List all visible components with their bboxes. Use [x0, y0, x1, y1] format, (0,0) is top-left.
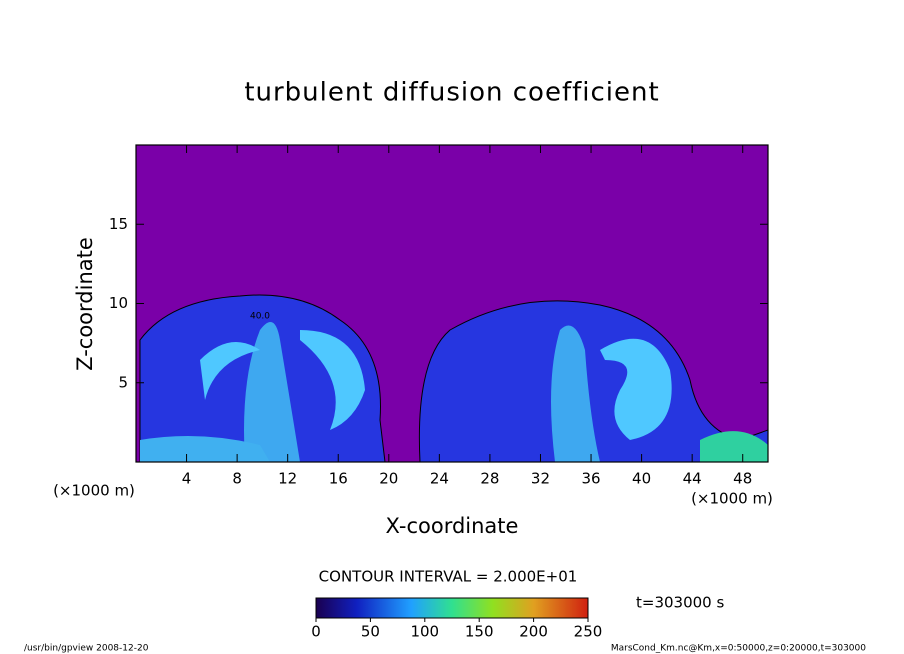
contour-label: 40.0: [250, 312, 270, 322]
x-tick-label: 28: [480, 470, 499, 488]
x-tick-label: 24: [430, 470, 449, 488]
colorbar-tick-label: 100: [410, 623, 439, 641]
colorbar-tick-label: 250: [574, 623, 603, 641]
y-tick-label: 15: [109, 215, 128, 233]
x-tick-label: 4: [182, 470, 192, 488]
x-unit: (×1000 m): [53, 482, 135, 500]
x-tick-label: 12: [278, 470, 297, 488]
footer-left: /usr/bin/gpview 2008-12-20: [24, 644, 149, 654]
contour-interval: CONTOUR INTERVAL = 2.000E+01: [319, 568, 578, 586]
colorbar-tick-label: 50: [361, 623, 380, 641]
colorbar: [315, 597, 589, 619]
x-axis-label: X-coordinate: [386, 514, 519, 538]
x-tick-label: 44: [683, 470, 702, 488]
x-tick-label: 48: [733, 470, 752, 488]
colorbar-tick-label: 150: [465, 623, 494, 641]
colorbar-tick-label: 200: [519, 623, 548, 641]
x-tick-label: 32: [531, 470, 550, 488]
y-tick-label: 5: [118, 373, 128, 391]
field: [136, 145, 768, 462]
y-axis-label: Z-coordinate: [73, 237, 97, 371]
colorbar-tick-label: 0: [311, 623, 321, 641]
x-tick-label: 36: [581, 470, 600, 488]
x-unit: (×1000 m): [691, 490, 773, 508]
footer-right: MarsCond_Km.nc@Km,x=0:50000,z=0:20000,t=…: [611, 644, 866, 654]
chart-title: turbulent diffusion coefficient: [244, 78, 659, 108]
x-tick-label: 20: [379, 470, 398, 488]
time-label: t=303000 s: [636, 594, 724, 612]
y-tick-label: 10: [109, 294, 128, 312]
x-tick-label: 40: [632, 470, 651, 488]
x-tick-label: 8: [232, 470, 242, 488]
x-tick-label: 16: [329, 470, 348, 488]
